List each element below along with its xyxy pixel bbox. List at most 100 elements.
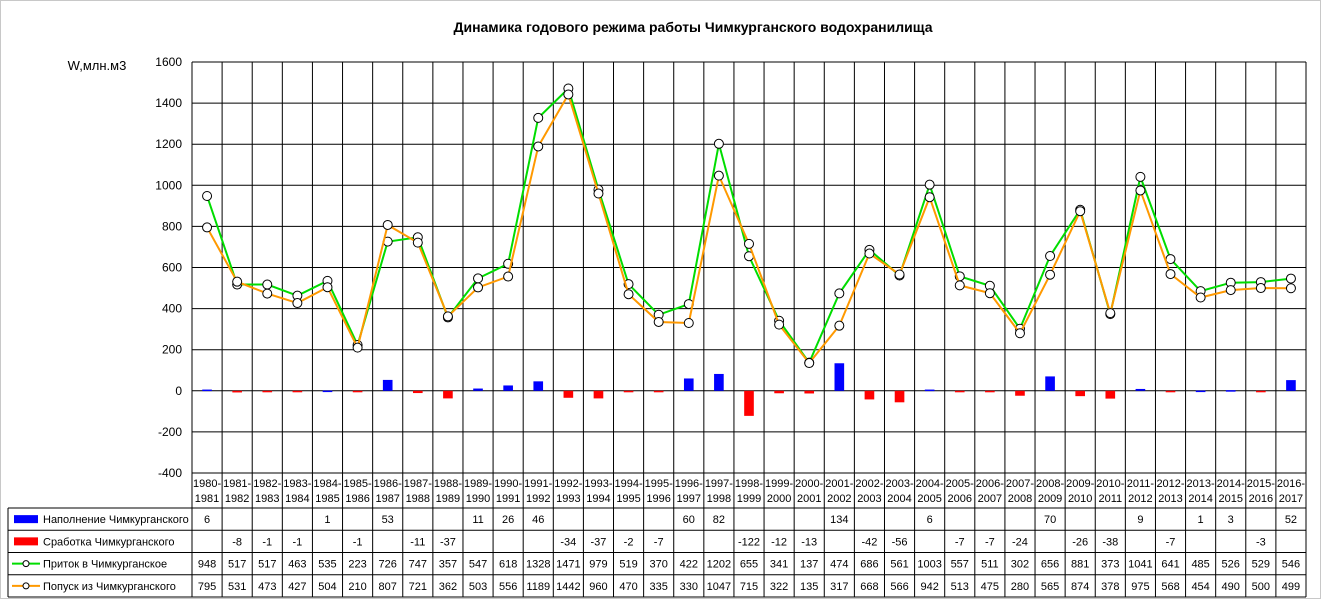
x-tick-label: 2006-: [976, 478, 1004, 490]
x-tick-label: 1988: [406, 493, 430, 505]
table-cell: -56: [892, 536, 908, 548]
bar: [864, 390, 875, 400]
x-tick-label: 2003: [857, 493, 881, 505]
data-point: [1135, 171, 1146, 182]
table-cell: 568: [1161, 581, 1179, 593]
x-tick-label: 1989-: [464, 478, 492, 490]
table-cell: 1: [324, 514, 330, 526]
bar: [503, 385, 513, 391]
data-point: [563, 89, 574, 100]
x-tick-label: 1984-: [313, 478, 341, 490]
table-cell: 335: [649, 581, 667, 593]
data-point: [533, 112, 544, 123]
y-tick-label: 800: [162, 219, 182, 233]
data-point: [1165, 254, 1176, 265]
table-cell: 504: [318, 581, 336, 593]
table-cell: 874: [1071, 581, 1089, 593]
y-tick-label: 200: [162, 343, 182, 357]
legend-swatch: [14, 537, 38, 546]
table-cell: -2: [624, 536, 634, 548]
data-point: [864, 248, 875, 259]
x-tick-label: 2015: [1218, 493, 1242, 505]
x-tick-label: 2002-: [855, 478, 883, 490]
table-cell: 807: [379, 581, 397, 593]
bar: [563, 390, 574, 398]
y-tick-label: 0: [175, 384, 182, 398]
x-tick-label: 2016-: [1277, 478, 1305, 490]
bar: [1135, 388, 1146, 391]
table-cell: -26: [1072, 536, 1088, 548]
bar: [202, 389, 212, 392]
bar: [1225, 390, 1236, 392]
table-cell: 6: [204, 514, 210, 526]
x-tick-label: 1994-: [614, 478, 642, 490]
table-cell: 378: [1101, 581, 1119, 593]
legend-label: Приток в Чимкурганское: [43, 559, 167, 571]
x-tick-label: 2003-: [885, 478, 913, 490]
table-cell: 500: [1252, 581, 1270, 593]
table-cell: -7: [955, 536, 965, 548]
x-tick-label: 2010: [1068, 493, 1092, 505]
data-point: [352, 342, 363, 353]
bar: [954, 390, 965, 393]
table-cell: -7: [985, 536, 995, 548]
table-cell: 473: [258, 581, 276, 593]
x-tick-label: 1981: [195, 493, 219, 505]
table-cell: 547: [469, 559, 487, 571]
table-cell: 474: [830, 559, 848, 571]
legend-marker: [22, 582, 30, 590]
bar: [533, 381, 544, 391]
bar: [1015, 390, 1025, 396]
bar: [322, 390, 333, 393]
table-cell: 529: [1252, 559, 1270, 571]
x-tick-label: 2012-: [1156, 478, 1184, 490]
chart-title: Динамика годового режима работы Чимкурга…: [453, 19, 932, 35]
y-tick-label: 1000: [155, 178, 182, 192]
table-cell: -1: [353, 536, 363, 548]
data-point: [262, 288, 273, 299]
x-tick-label: 1985: [315, 493, 339, 505]
table-cell: -24: [1012, 536, 1028, 548]
bars: [202, 363, 1296, 416]
bar: [352, 390, 363, 393]
data-point: [1014, 328, 1025, 339]
x-tick-label: 2015-: [1247, 478, 1275, 490]
table-cell: 557: [951, 559, 969, 571]
bar: [623, 390, 634, 393]
table-cell: 513: [951, 581, 969, 593]
table-cell: 330: [680, 581, 698, 593]
x-tick-label: 1993-: [584, 478, 612, 490]
data-point: [1285, 283, 1296, 294]
x-tick-label: 1984: [285, 493, 309, 505]
table-cell: 535: [318, 559, 336, 571]
x-tick-label: 1986: [345, 493, 369, 505]
table-cell: 3: [1228, 514, 1234, 526]
table-cell: 11: [472, 514, 483, 526]
table-cell: 517: [228, 559, 246, 571]
x-tick-label: 2008-: [1036, 478, 1064, 490]
grid: [191, 61, 1307, 597]
x-tick-label: 2000: [767, 493, 791, 505]
table-cell: 454: [1191, 581, 1209, 593]
table-cell: 302: [1011, 559, 1029, 571]
x-tick-label: 2009-: [1066, 478, 1094, 490]
x-tick-label: 2013-: [1187, 478, 1215, 490]
bar: [653, 390, 664, 393]
table-cell: 1189: [526, 581, 550, 593]
x-tick-label: 2017: [1279, 493, 1303, 505]
table-cell: 795: [198, 581, 216, 593]
x-tick-label: 1987: [375, 493, 399, 505]
x-tick-label: 1985-: [344, 478, 372, 490]
x-tick-label: 2007-: [1006, 478, 1034, 490]
bar: [1105, 390, 1116, 399]
bar: [1256, 390, 1266, 393]
table-cell: 9: [1137, 514, 1143, 526]
data-point: [262, 279, 273, 290]
table-cell: 655: [740, 559, 758, 571]
table-cell: -3: [1256, 536, 1266, 548]
x-tick-label: 1982-: [253, 478, 281, 490]
table-cell: 223: [348, 559, 366, 571]
table-cell: 975: [1131, 581, 1149, 593]
table-cell: 556: [499, 581, 517, 593]
